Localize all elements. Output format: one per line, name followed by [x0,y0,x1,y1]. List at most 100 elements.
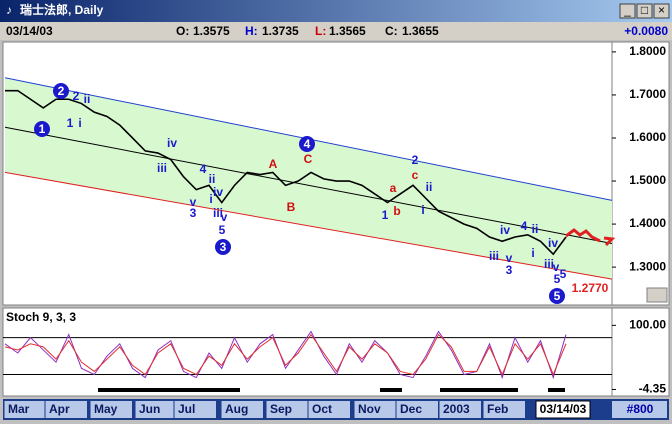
wave-label: 2 [58,84,65,98]
y-tick-label: 1.8000 [629,44,666,58]
series-line [4,330,567,380]
series-line [5,89,567,256]
wave-label: A [269,157,278,171]
wave-label: v [221,210,228,224]
quote-label: H: [245,24,258,38]
y-tick-label: 100.00 [629,318,666,332]
wave-label: 5 [554,272,561,286]
month-cell [221,401,263,418]
quote-value: 1.3575 [193,24,230,38]
month-cell [439,401,481,418]
y-tick-label: 1.6000 [629,130,666,144]
wave-label: ii [532,222,539,236]
quote-value: 1.3735 [262,24,299,38]
wave-label: 2 [73,89,80,103]
wave-label: ii [426,180,433,194]
info-bar [0,22,672,40]
wave-label: 4 [521,219,528,233]
stoch-axis [611,307,670,397]
wave-label: iv [500,223,510,237]
wave-label: i [531,246,534,260]
wave-label: iv [548,236,558,250]
month-cell [308,401,350,418]
month-label: Nov [358,402,381,416]
window-button[interactable] [619,3,636,19]
wave-label: 5 [554,289,561,303]
month-cell [354,401,396,418]
month-cell [174,401,216,418]
month-cell [90,401,132,418]
month-label: Jun [139,402,160,416]
wave-label: 1 [39,122,46,136]
wave-label: 4 [304,137,311,151]
month-label: Mar [8,402,30,416]
channel-band [5,77,612,280]
projection-arrow [565,228,616,247]
month-cell [396,401,438,418]
wave-label: 5 [219,223,226,237]
current-date-box [535,400,591,419]
month-label: May [94,402,118,416]
month-label: 2003 [443,402,470,416]
wave-label: iii [544,257,554,271]
wave-label: C [304,152,313,166]
y-tick-label: 1.7000 [629,87,666,101]
wave-label: 3 [190,206,197,220]
window-title: 瑞士法郎, Daily [20,2,104,17]
wave-label: i [209,192,212,206]
window-button[interactable] [636,3,653,19]
month-cell [45,401,87,418]
month-label: Jul [178,402,195,416]
bars-count: #800 [627,402,654,416]
month-cell [266,401,308,418]
y-tick-label: 1.4000 [629,216,666,230]
bars-box [612,401,667,418]
channel-line [4,171,613,280]
wave-label: v [506,251,513,265]
wave-label: 1.2770 [572,281,609,295]
quote-value: 1.3565 [329,24,366,38]
wave-label: i [78,116,81,130]
grid-icon[interactable] [646,287,668,303]
wave-label: v [190,195,197,209]
quote-label: C: [385,24,398,38]
quote-label: L: [315,24,326,38]
month-label: Oct [312,402,332,416]
month-label: Feb [487,402,508,416]
wave-label: i [421,203,424,217]
window-button-label: _ [623,3,631,17]
month-label: Apr [49,402,70,416]
wave-label: 2 [412,153,419,167]
wave-label: ii [209,172,216,186]
wave-label: 4 [200,162,207,176]
wave-label: iv [213,185,223,199]
title-bar [0,0,672,22]
quote-value: 1.3655 [402,24,439,38]
panel-title: Stoch 9, 3, 3 [6,310,76,324]
wave-label: b [393,204,400,218]
month-label: Sep [270,402,292,416]
month-label: Aug [225,402,248,416]
wave-label: c [412,168,419,182]
y-tick-label: 1.5000 [629,173,666,187]
wave-label: iv [167,136,177,150]
wave-circle [549,288,565,304]
wave-label: 5 [560,267,567,281]
month-cell [135,401,177,418]
wave-label: iii [489,249,499,263]
month-cell [483,401,525,418]
y-tick-label: -4.35 [639,382,667,396]
window-button-label: □ [641,3,648,17]
series-line [4,333,567,376]
wave-label: v [553,260,560,274]
wave-label: 1 [382,208,389,222]
wave-label: 3 [506,263,513,277]
quote-label: O: [176,24,189,38]
window-icon: ♪ [6,3,12,17]
stoch-panel [2,307,613,397]
wave-circle [34,121,50,137]
window-button[interactable] [653,3,670,19]
wave-label: B [287,200,296,214]
wave-label: 1 [67,116,74,130]
